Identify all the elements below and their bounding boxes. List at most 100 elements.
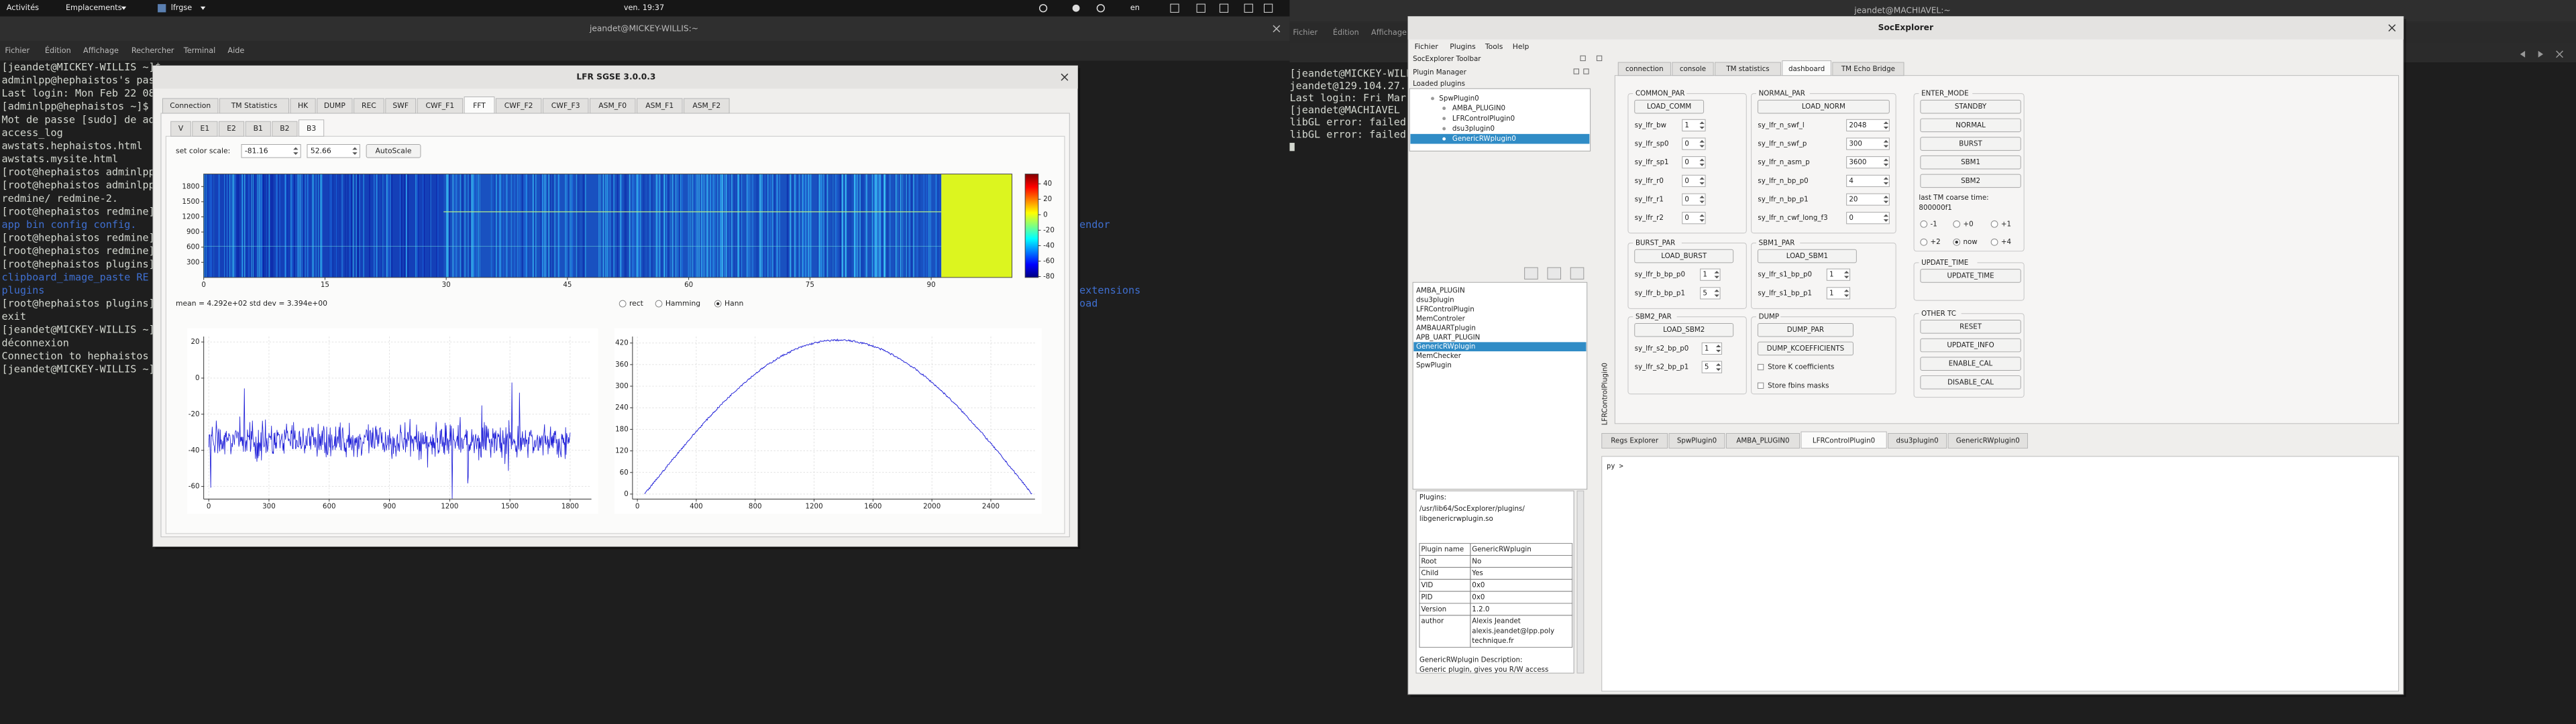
tab[interactable] [464, 97, 495, 114]
tab-label[interactable]: TM statistics [1725, 65, 1769, 73]
radio-label[interactable]: Hamming [665, 299, 700, 308]
menu-item[interactable]: Affichage [1371, 28, 1407, 37]
list-item[interactable]: GenericRWplugin [1416, 343, 1475, 351]
tab-label[interactable]: ASM_F0 [598, 101, 627, 110]
button[interactable] [1920, 155, 2021, 170]
spinbox[interactable] [1701, 342, 1723, 355]
tool-button[interactable] [1570, 267, 1585, 280]
spinbox-value[interactable]: 0 [1849, 214, 1854, 222]
button[interactable] [1634, 99, 1705, 114]
radio[interactable] [1990, 220, 1998, 228]
button[interactable] [1634, 249, 1734, 263]
tab-label[interactable]: CWF_F3 [551, 101, 580, 110]
spinbox-value[interactable]: 20 [1849, 196, 1858, 204]
tab-label[interactable]: dashboard [1788, 65, 1825, 73]
tab[interactable] [1617, 62, 1671, 76]
radio-label[interactable]: +0 [1964, 220, 1974, 228]
menu-item[interactable]: Aide [227, 46, 244, 55]
tab[interactable] [385, 98, 417, 114]
radio-label[interactable]: -1 [1931, 220, 1937, 228]
button[interactable] [1920, 320, 2021, 334]
app-menu[interactable]: lfrgse [171, 3, 193, 12]
spinbox-value[interactable]: 1 [1684, 121, 1689, 129]
spinbox[interactable] [1846, 156, 1890, 169]
spinbox[interactable] [1846, 212, 1890, 225]
spinbox[interactable] [1700, 287, 1721, 300]
tab[interactable] [1725, 433, 1800, 449]
button-label[interactable]: LOAD_SBM1 [1786, 252, 1828, 260]
spinbox-value[interactable]: 4 [1849, 177, 1854, 185]
button-label[interactable]: STANDBY [1955, 103, 1987, 111]
button-label[interactable]: DISABLE_CAL [1947, 378, 1994, 386]
list-item[interactable]: MemControler [1416, 314, 1466, 322]
button-label[interactable]: UPDATE_TIME [1947, 272, 1994, 280]
spinbox-value[interactable]: 1 [1703, 271, 1707, 279]
tab-label[interactable]: LFRControlPlugin0 [1813, 437, 1875, 445]
radio[interactable] [619, 300, 627, 308]
tree-item[interactable]: AMBA_PLUGIN0 [1452, 105, 1505, 113]
tab-label[interactable]: V [178, 124, 184, 133]
spinbox-value[interactable]: 1 [1829, 289, 1834, 297]
button[interactable] [1920, 99, 2021, 114]
spinbox[interactable] [1846, 174, 1890, 187]
tab-label[interactable]: TM Echo Bridge [1841, 65, 1895, 73]
tab[interactable] [589, 98, 636, 114]
tab[interactable] [1715, 62, 1781, 76]
spinbox[interactable] [1826, 268, 1851, 281]
tab[interactable] [245, 121, 271, 137]
button-label[interactable]: AutoScale [376, 146, 412, 155]
tab[interactable] [192, 121, 218, 137]
tab[interactable] [298, 119, 325, 137]
places-menu[interactable]: Emplacements [66, 3, 122, 12]
tab[interactable] [317, 98, 353, 114]
tab[interactable] [162, 98, 219, 114]
tab[interactable] [1801, 431, 1887, 449]
tab-label[interactable]: E2 [227, 124, 236, 133]
radio[interactable] [1920, 238, 1928, 246]
list-item[interactable]: APB_UART_PLUGIN [1416, 333, 1480, 341]
spinbox[interactable] [1682, 193, 1706, 206]
tree-item[interactable]: GenericRWplugin0 [1452, 135, 1516, 143]
button-label[interactable]: NORMAL [1955, 121, 1986, 129]
checkbox[interactable] [1757, 363, 1764, 371]
menu-item[interactable]: Terminal [183, 46, 216, 55]
button[interactable] [1757, 341, 1854, 356]
tab-label[interactable]: Regs Explorer [1611, 437, 1659, 445]
spinbox[interactable] [307, 144, 360, 158]
spinbox[interactable] [1846, 119, 1890, 131]
tab[interactable] [272, 121, 298, 137]
button[interactable] [1920, 338, 2021, 353]
menu-item[interactable]: Help [1513, 42, 1529, 51]
spinbox-value[interactable]: 5 [1705, 363, 1709, 371]
tab[interactable] [219, 98, 290, 114]
tab-label[interactable]: connection [1625, 65, 1664, 73]
tab-label[interactable]: E1 [201, 124, 210, 133]
tab[interactable] [495, 98, 542, 114]
radio[interactable] [1990, 238, 1998, 246]
tree-item[interactable]: SpwPlugin0 [1439, 95, 1479, 103]
tab[interactable] [1888, 433, 1947, 449]
tab-label[interactable]: B3 [307, 124, 316, 133]
tab[interactable] [1601, 433, 1668, 449]
tab[interactable] [354, 98, 384, 114]
spinbox-value[interactable]: 2048 [1849, 121, 1866, 129]
button-label[interactable]: ENABLE_CAL [1949, 360, 1993, 368]
radio[interactable] [655, 300, 663, 308]
selection[interactable] [1413, 342, 1587, 352]
list-item[interactable]: SpwPlugin [1416, 361, 1452, 369]
button[interactable] [1920, 269, 2021, 283]
button-label[interactable]: SBM1 [1961, 158, 1980, 166]
tree-item[interactable]: dsu3plugin0 [1452, 125, 1495, 133]
tab-label[interactable]: FFT [473, 101, 486, 110]
radio[interactable] [1920, 220, 1928, 228]
spinbox-value[interactable]: 300 [1849, 140, 1862, 148]
button[interactable] [366, 144, 421, 158]
activities[interactable]: Activités [7, 3, 39, 12]
spinbox-value[interactable]: 3600 [1849, 158, 1866, 166]
tab[interactable] [1947, 433, 2028, 449]
button[interactable] [1757, 249, 1857, 263]
tool-button[interactable] [1524, 267, 1538, 280]
button[interactable] [1757, 99, 1890, 114]
button-label[interactable]: SBM2 [1961, 177, 1980, 185]
menu-item[interactable]: Fichier [1415, 42, 1439, 51]
